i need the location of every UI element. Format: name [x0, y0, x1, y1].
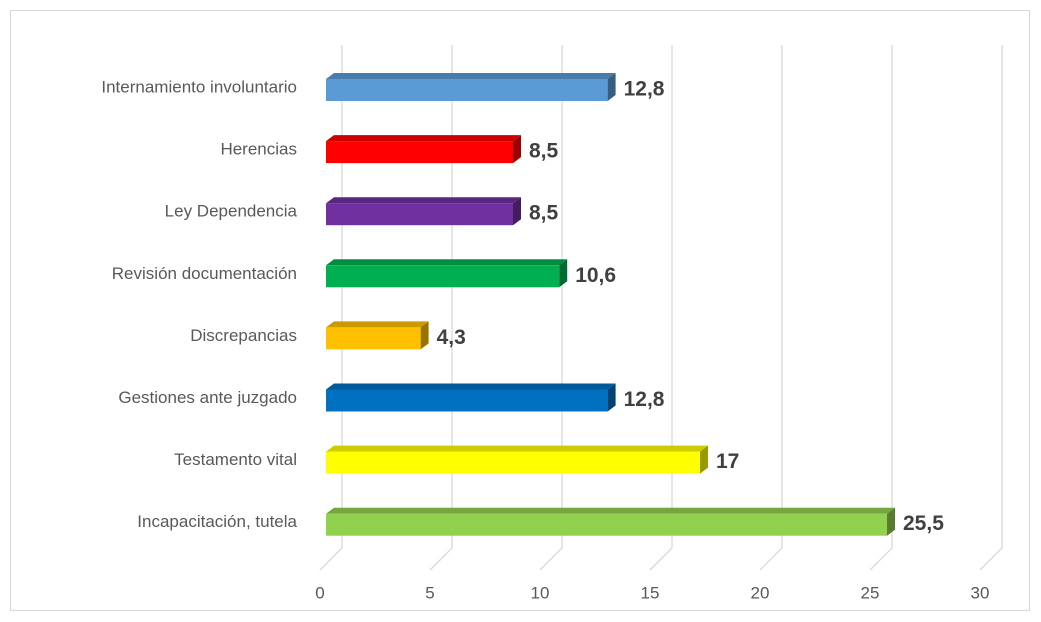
bar-side — [607, 383, 616, 412]
bar-top — [326, 445, 708, 452]
bar — [326, 513, 887, 536]
bar-side — [559, 259, 568, 288]
bar — [326, 265, 560, 288]
grid-line — [649, 45, 673, 571]
category-label: Discrepancias — [190, 326, 297, 345]
bar-top — [326, 507, 895, 514]
bar-side — [513, 135, 521, 164]
category-label: Testamento vital — [174, 450, 297, 469]
bar-side — [700, 445, 708, 474]
grid-line — [979, 45, 1003, 571]
category-label: Internamiento involuntario — [101, 77, 297, 96]
value-label: 12,8 — [624, 78, 665, 101]
bar-side — [607, 73, 616, 101]
bar — [326, 327, 421, 350]
value-label: 17 — [716, 450, 739, 473]
category-label: Ley Dependencia — [165, 202, 298, 221]
x-tick-label: 20 — [751, 583, 770, 602]
bar-side — [420, 321, 429, 350]
bar-top — [326, 383, 616, 390]
x-tick-label: 10 — [531, 583, 550, 602]
bar-top — [326, 321, 429, 328]
value-label: 4,3 — [437, 326, 466, 349]
grid-line — [539, 45, 563, 571]
x-tick-label: 30 — [971, 583, 990, 602]
bar — [326, 203, 513, 226]
value-label: 10,6 — [575, 264, 616, 287]
bar — [326, 79, 608, 101]
grid-line — [759, 45, 783, 571]
x-tick-label: 5 — [425, 583, 434, 602]
bar — [326, 451, 700, 474]
x-tick-label: 15 — [641, 583, 660, 602]
value-label: 8,5 — [529, 140, 559, 163]
category-label: Incapacitación, tutela — [137, 512, 297, 531]
bar-side — [887, 507, 895, 536]
bar-top — [326, 135, 521, 142]
category-label: Herencias — [220, 140, 297, 159]
category-label: Gestiones ante juzgado — [118, 388, 297, 407]
bar-top — [326, 197, 521, 204]
bar-top — [326, 259, 568, 266]
value-label: 12,8 — [624, 388, 665, 411]
category-label: Revisión documentación — [112, 264, 297, 283]
value-label: 8,5 — [529, 202, 559, 225]
grid-line — [869, 45, 893, 571]
bar-side — [513, 197, 521, 226]
x-tick-label: 0 — [315, 583, 324, 602]
x-tick-label: 25 — [861, 583, 880, 602]
bar — [326, 389, 608, 412]
bar-top — [326, 73, 616, 79]
bar — [326, 141, 513, 164]
value-label: 25,5 — [903, 512, 944, 535]
